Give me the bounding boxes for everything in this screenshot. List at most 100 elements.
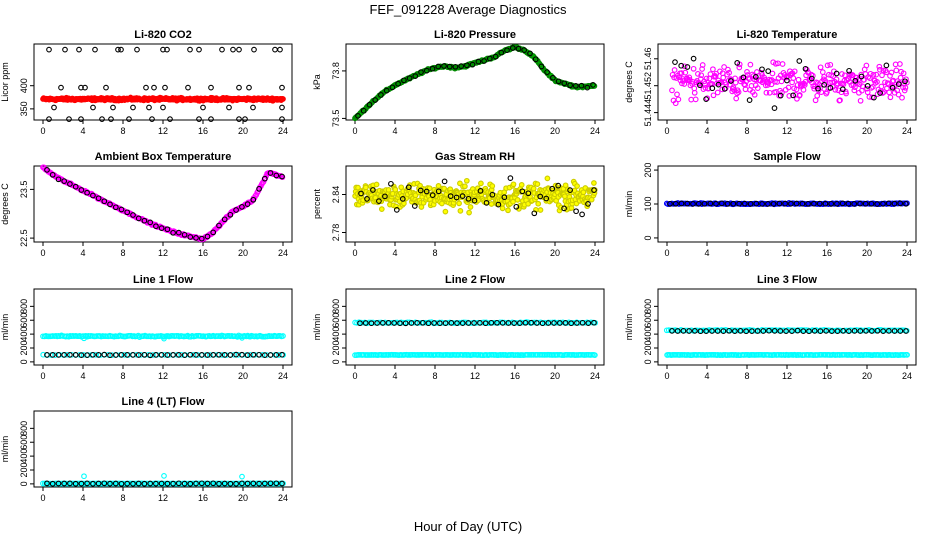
data-point	[672, 100, 679, 107]
data-point	[418, 69, 424, 75]
y-tick-label: 73.8	[331, 62, 341, 80]
chart-panel: Li-820 Pressure kPa 0 4 8 12 16 20 24 73.5 73.8	[312, 29, 605, 136]
x-tick-label: 16	[198, 126, 208, 136]
data-point	[95, 195, 102, 202]
data-point	[534, 181, 541, 187]
data-point	[279, 173, 285, 180]
data-point	[246, 84, 252, 91]
x-tick-label: 8	[120, 493, 125, 503]
data-point	[759, 66, 765, 73]
data-point	[408, 320, 415, 326]
data-point	[686, 328, 692, 334]
data-point	[503, 319, 510, 326]
x-tick-label: 16	[822, 126, 832, 136]
y-axis-label: degrees C	[0, 183, 10, 225]
y-tick-label: 200	[331, 340, 341, 355]
data-point	[766, 89, 773, 96]
x-tick-label: 8	[744, 248, 749, 258]
data-point	[81, 473, 87, 480]
x-tick-label: 0	[664, 371, 669, 381]
data-point	[78, 352, 85, 358]
data-point	[160, 46, 166, 53]
data-point	[671, 67, 678, 73]
data-point	[688, 96, 695, 103]
data-points	[352, 319, 599, 359]
plot-frame	[33, 410, 293, 488]
data-point	[591, 319, 597, 326]
data-point	[51, 104, 57, 111]
data-point	[721, 86, 728, 92]
data-point	[442, 208, 449, 215]
data-point	[574, 320, 580, 326]
data-point	[378, 206, 385, 212]
x-tick-label: 20	[238, 126, 248, 136]
data-point	[811, 200, 817, 207]
data-point	[463, 177, 470, 184]
data-point	[483, 200, 490, 206]
data-point	[501, 194, 508, 201]
data-point	[796, 92, 803, 98]
data-point	[107, 201, 113, 208]
data-point	[170, 229, 176, 236]
y-tick-label: 400	[19, 327, 29, 342]
data-point	[429, 65, 436, 72]
data-point	[164, 352, 171, 358]
data-point	[233, 480, 239, 487]
data-point	[724, 200, 731, 207]
data-point	[763, 89, 770, 96]
data-point	[147, 480, 154, 487]
data-point	[207, 352, 213, 358]
data-point	[759, 201, 765, 207]
data-points	[40, 46, 286, 122]
x-tick-label: 4	[704, 371, 709, 381]
data-point	[118, 206, 125, 213]
data-point	[863, 62, 870, 69]
y-tick-label: 600	[331, 313, 341, 328]
data-point	[55, 480, 62, 487]
x-tick-label: 0	[352, 126, 357, 136]
data-point	[459, 193, 466, 199]
data-point	[112, 352, 119, 358]
data-point	[95, 480, 102, 487]
data-point	[821, 73, 827, 80]
chart-panel: Gas Stream RH percent 0 4 8 12 16 20 24 2.78 2.84	[312, 151, 605, 258]
data-point	[783, 74, 790, 81]
data-point	[423, 67, 430, 74]
data-point	[221, 352, 228, 358]
y-tick-label: 23.5	[19, 181, 29, 199]
data-point	[690, 65, 697, 72]
panel-title: Gas Stream RH	[435, 151, 515, 163]
data-point	[61, 480, 68, 487]
data-point	[376, 198, 382, 204]
data-point	[164, 480, 171, 487]
data-point	[551, 320, 557, 326]
figure-xlabel: Hour of Day (UTC)	[414, 519, 522, 534]
x-tick-label: 16	[510, 248, 520, 258]
data-point	[879, 72, 885, 79]
data-point	[462, 183, 468, 190]
data-point	[887, 94, 894, 101]
data-point	[374, 320, 380, 326]
data-point	[76, 46, 82, 53]
x-tick-label: 0	[40, 126, 45, 136]
data-point	[516, 320, 523, 326]
y-tick-label: 22.5	[19, 229, 29, 247]
data-point	[800, 328, 807, 334]
data-point	[210, 480, 217, 487]
data-point	[828, 200, 835, 207]
x-tick-label: 16	[822, 248, 832, 258]
data-point	[669, 328, 675, 334]
x-tick-label: 24	[278, 493, 288, 503]
data-point	[902, 78, 908, 85]
data-point	[84, 352, 90, 358]
data-point	[674, 328, 681, 334]
data-point	[465, 195, 472, 202]
data-point	[481, 58, 487, 64]
data-point	[499, 205, 506, 212]
data-point	[358, 190, 364, 197]
data-point	[843, 90, 849, 97]
data-point	[187, 480, 194, 487]
data-point	[513, 203, 520, 210]
x-tick-label: 4	[392, 248, 397, 258]
